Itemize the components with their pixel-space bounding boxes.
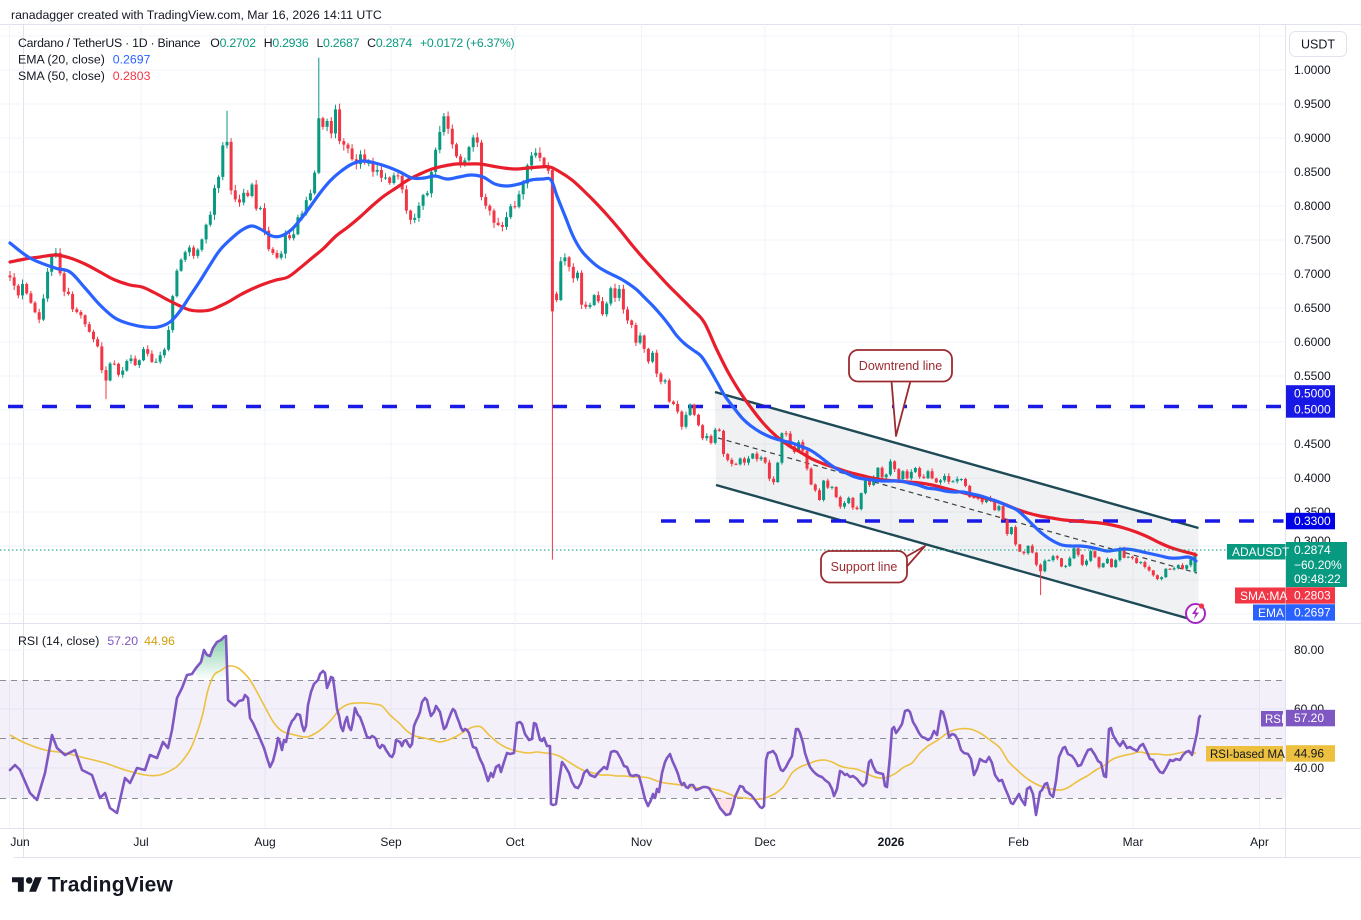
svg-text:Jul: Jul — [133, 835, 148, 849]
svg-text:Apr: Apr — [1250, 835, 1269, 849]
svg-text:0.8500: 0.8500 — [1294, 165, 1331, 179]
svg-text:0.8000: 0.8000 — [1294, 199, 1331, 213]
svg-text:40.00: 40.00 — [1294, 761, 1324, 775]
svg-text:RSI-based MA: RSI-based MA — [1210, 749, 1285, 761]
svg-text:SMA:MA: SMA:MA — [1240, 589, 1287, 603]
svg-text:0.2803: 0.2803 — [1294, 589, 1331, 603]
svg-text:RSI: RSI — [1265, 714, 1284, 726]
svg-text:USDT: USDT — [1301, 38, 1335, 52]
svg-text:57.20: 57.20 — [1294, 711, 1324, 725]
svg-text:−60.20%: −60.20% — [1294, 558, 1342, 572]
svg-text:0.3300: 0.3300 — [1294, 514, 1331, 528]
svg-text:Nov: Nov — [631, 835, 652, 849]
svg-text:Oct: Oct — [506, 835, 525, 849]
svg-text:80.00: 80.00 — [1294, 643, 1324, 657]
svg-text:TradingView: TradingView — [48, 874, 174, 897]
svg-text:44.96: 44.96 — [1294, 747, 1324, 761]
svg-text:Jun: Jun — [10, 835, 29, 849]
svg-text:0.5500: 0.5500 — [1294, 369, 1331, 383]
svg-text:2026: 2026 — [878, 835, 905, 849]
svg-text:09:48:22: 09:48:22 — [1294, 572, 1341, 586]
svg-text:Cardano / TetherUS · 1D · Bina: Cardano / TetherUS · 1D · Binance O0.2702… — [18, 36, 515, 50]
svg-text:0.4000: 0.4000 — [1294, 471, 1331, 485]
svg-text:SMA (50, close)0.2803: SMA (50, close) 0.2803 — [18, 69, 151, 83]
svg-text:Downtrend line: Downtrend line — [859, 359, 942, 373]
svg-text:Mar: Mar — [1123, 835, 1144, 849]
svg-text:Aug: Aug — [254, 835, 275, 849]
svg-text:0.4500: 0.4500 — [1294, 437, 1331, 451]
svg-text:0.9000: 0.9000 — [1294, 131, 1331, 145]
svg-text:1.0000: 1.0000 — [1294, 63, 1331, 77]
svg-text:ranadagger created with Tradin: ranadagger created with TradingView.com,… — [11, 8, 382, 22]
svg-text:0.7500: 0.7500 — [1294, 233, 1331, 247]
svg-text:0.5000: 0.5000 — [1294, 387, 1331, 401]
svg-text:Dec: Dec — [754, 835, 775, 849]
svg-text:0.6500: 0.6500 — [1294, 301, 1331, 315]
svg-text:ADAUSDT: ADAUSDT — [1232, 545, 1290, 559]
svg-text:EMA (20, close)0.2697: EMA (20, close) 0.2697 — [18, 53, 151, 67]
svg-text:Support line: Support line — [831, 560, 898, 574]
svg-text:0.7000: 0.7000 — [1294, 267, 1331, 281]
svg-text:0.5000: 0.5000 — [1294, 403, 1331, 417]
svg-text:0.9500: 0.9500 — [1294, 97, 1331, 111]
svg-text:0.2874: 0.2874 — [1294, 543, 1331, 557]
svg-text:0.6000: 0.6000 — [1294, 335, 1331, 349]
svg-text:Sep: Sep — [380, 835, 402, 849]
svg-text:Feb: Feb — [1008, 835, 1029, 849]
svg-text:0.2697: 0.2697 — [1294, 606, 1331, 620]
svg-text:EMA: EMA — [1258, 606, 1284, 620]
